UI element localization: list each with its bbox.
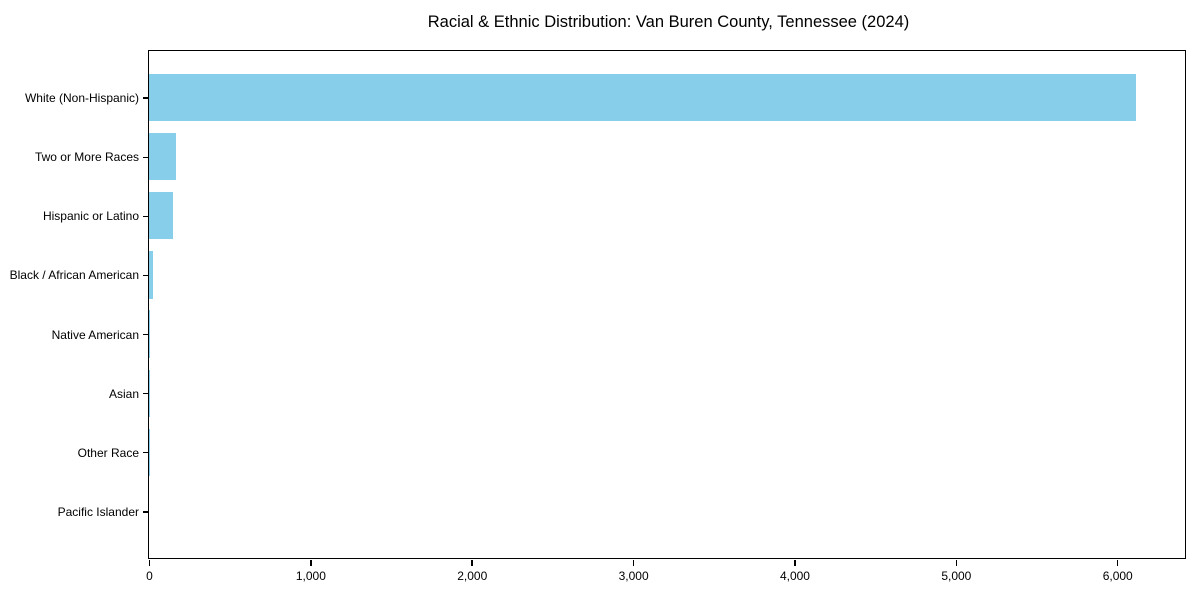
y-tick-label: Pacific Islander xyxy=(57,504,139,519)
x-tick-mark xyxy=(1116,560,1119,566)
x-tick-label: 5,000 xyxy=(941,569,972,583)
plot-area xyxy=(148,50,1186,559)
x-tick-label: 6,000 xyxy=(1102,569,1133,583)
y-tick-label: Black / African American xyxy=(9,268,139,283)
x-tick-mark xyxy=(471,560,473,566)
bar-native-american xyxy=(149,310,150,358)
y-tick-mark xyxy=(142,274,148,277)
x-tick-label: 2,000 xyxy=(457,569,488,583)
bar-two-or-more-races xyxy=(149,133,177,181)
x-tick-label: 4,000 xyxy=(779,569,810,583)
chart-title: Racial & Ethnic Distribution: Van Buren … xyxy=(427,13,910,31)
bar-black-african-american xyxy=(149,251,153,299)
x-tick-mark xyxy=(310,560,312,566)
y-tick-label: Two or More Races xyxy=(34,150,139,165)
x-tick-mark xyxy=(148,560,151,566)
y-tick-mark xyxy=(142,451,148,454)
y-tick-label: Asian xyxy=(108,386,139,401)
y-tick-label: Hispanic or Latino xyxy=(42,209,139,224)
x-tick-mark xyxy=(632,560,635,566)
y-tick-mark xyxy=(142,97,148,99)
x-tick-label: 1,000 xyxy=(295,569,326,583)
x-tick-label: 3,000 xyxy=(618,569,649,583)
y-tick-mark xyxy=(142,511,148,513)
y-tick-mark xyxy=(142,333,148,336)
bar-asian xyxy=(149,369,150,417)
x-tick-mark xyxy=(794,560,796,566)
y-tick-mark xyxy=(142,215,148,218)
y-tick-mark xyxy=(142,392,148,395)
x-tick-label: 0 xyxy=(146,569,153,583)
bar-hispanic-or-latino xyxy=(149,192,174,240)
x-tick-mark xyxy=(955,560,958,566)
y-tick-label: White (Non-Hispanic) xyxy=(24,91,139,106)
y-tick-label: Native American xyxy=(51,327,139,342)
y-tick-mark xyxy=(142,156,148,159)
y-tick-label: Other Race xyxy=(77,445,139,460)
bar-white-non-hispanic xyxy=(149,74,1136,122)
